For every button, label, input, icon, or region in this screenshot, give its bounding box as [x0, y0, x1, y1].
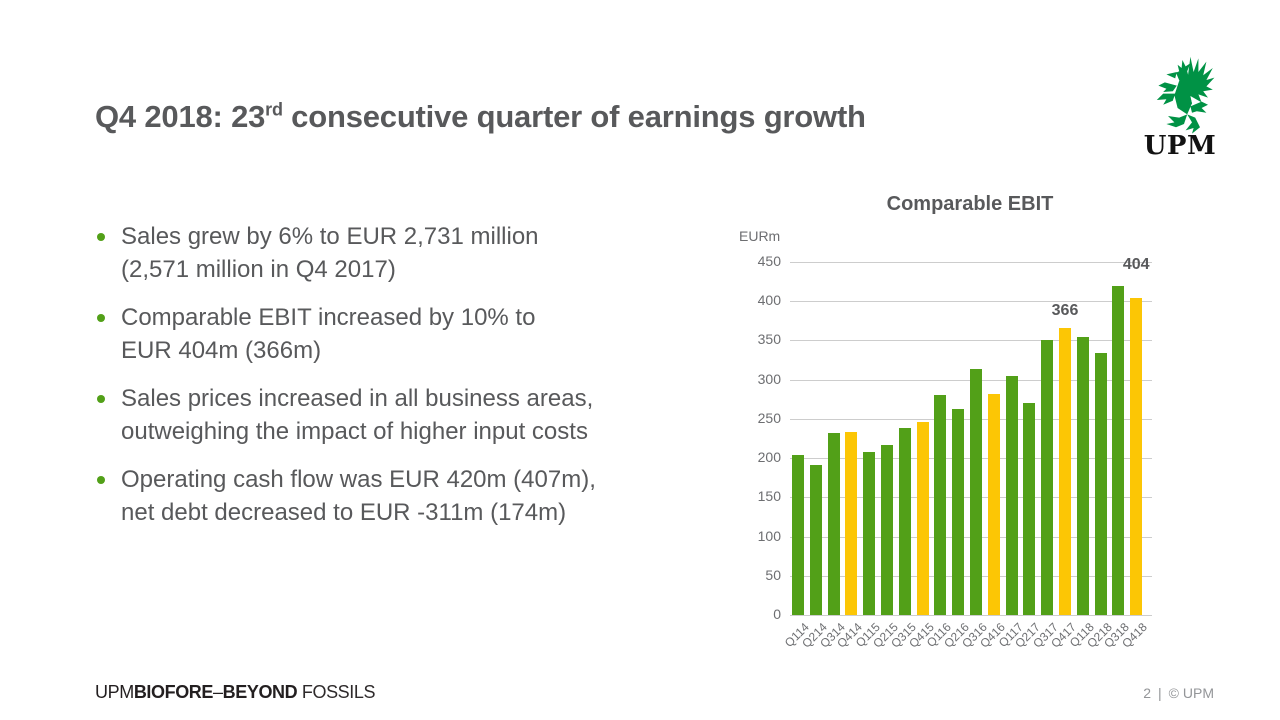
upm-logo: UPM — [1138, 50, 1222, 161]
page-number: 2 — [1143, 685, 1152, 701]
title-suffix: consecutive quarter of earnings growth — [282, 99, 866, 134]
bullet-line: Comparable EBIT increased by 10% to — [121, 304, 536, 331]
bar-Q414 — [845, 432, 858, 615]
title-prefix: Q4 2018: 23 — [95, 99, 266, 134]
y-axis-unit-label: EURm — [739, 228, 781, 244]
gridline-450 — [790, 262, 1152, 263]
y-tick-label-400: 400 — [757, 292, 781, 309]
bullet-dot — [97, 233, 105, 241]
data-label-Q417: 366 — [1051, 301, 1079, 319]
bar-Q116 — [934, 395, 947, 615]
bar-Q214 — [809, 465, 822, 615]
bullet-line: (2,571 million in Q4 2017) — [121, 256, 396, 283]
data-label-Q418: 404 — [1122, 256, 1150, 274]
footer-brand: UPMBIOFORE–BEYOND FOSSILS — [95, 682, 375, 703]
y-tick-label-250: 250 — [757, 409, 781, 426]
bar-Q314 — [827, 433, 840, 615]
bullet-dot — [97, 395, 105, 403]
title-superscript: rd — [265, 99, 283, 120]
bar-Q118 — [1076, 336, 1089, 615]
bullet-item-1: Sales grew by 6% to EUR 2,731 million (2,… — [97, 220, 737, 286]
bar-Q415 — [916, 422, 929, 615]
gridline-0 — [790, 615, 1152, 616]
brand-biofore: BIOFORE — [133, 682, 214, 702]
bullet-item-2: Comparable EBIT increased by 10% to EUR 4… — [97, 301, 737, 367]
bullet-line: Sales prices increased in all business a… — [121, 385, 594, 412]
brand-beyond: BEYOND — [222, 682, 298, 702]
bullet-line: EUR 404m (366m) — [121, 337, 322, 364]
bar-Q117 — [1005, 375, 1018, 615]
bar-Q114 — [792, 454, 804, 615]
y-tick-label-200: 200 — [757, 449, 781, 466]
bar-Q115 — [863, 451, 876, 615]
bullet-line: Operating cash flow was EUR 420m (407m), — [121, 466, 596, 493]
chart-title: Comparable EBIT — [886, 193, 1054, 215]
y-tick-label-350: 350 — [757, 331, 781, 348]
gridline-400 — [790, 301, 1152, 303]
page-title: Q4 2018: 23rd consecutive quarter of ear… — [95, 99, 866, 135]
bullet-dot — [97, 314, 105, 322]
bar-Q317 — [1041, 339, 1054, 615]
y-tick-label-0: 0 — [773, 606, 781, 622]
brand-upm: UPM — [95, 682, 134, 702]
bar-Q216 — [952, 408, 965, 615]
griffin-icon — [1156, 56, 1215, 134]
bar-Q416 — [987, 393, 1000, 615]
copyright: © UPM — [1168, 685, 1214, 701]
y-tick-label-450: 450 — [757, 253, 781, 269]
footer-page-info: 2 | © UPM — [1143, 685, 1214, 701]
bar-Q418 — [1130, 298, 1143, 615]
brand-dash: – — [213, 682, 223, 702]
gridline-350 — [790, 340, 1152, 342]
bullet-line: outweighing the impact of higher input c… — [121, 418, 588, 445]
y-tick-label-150: 150 — [757, 488, 781, 505]
brand-fossils: FOSSILS — [297, 682, 376, 702]
bar-Q217 — [1023, 403, 1036, 615]
logo-wordmark: UPM — [1143, 131, 1217, 161]
ebit-chart: Comparable EBIT EURm 366 404 0 50 100 150 200… — [735, 193, 1200, 668]
bar-Q316 — [970, 368, 982, 615]
y-tick-label-300: 300 — [757, 370, 781, 387]
bar-Q215 — [881, 444, 893, 615]
bar-Q417 — [1059, 327, 1071, 615]
bullet-list: Sales grew by 6% to EUR 2,731 million (2,… — [97, 220, 737, 544]
bar-Q218 — [1094, 353, 1107, 615]
page-separator: | — [1158, 685, 1162, 701]
y-tick-label-100: 100 — [757, 527, 781, 544]
bar-Q318 — [1112, 285, 1125, 615]
plot-area: 366 404 — [790, 256, 1152, 616]
bar-Q315 — [898, 428, 911, 615]
bullet-line: net debt decreased to EUR -311m (174m) — [121, 499, 567, 526]
bullet-dot — [97, 476, 105, 484]
bullet-item-3: Sales prices increased in all business a… — [97, 382, 737, 448]
bullet-item-4: Operating cash flow was EUR 420m (407m),… — [97, 463, 737, 529]
y-tick-label-50: 50 — [765, 566, 781, 583]
bullet-line: Sales grew by 6% to EUR 2,731 million — [121, 223, 539, 250]
